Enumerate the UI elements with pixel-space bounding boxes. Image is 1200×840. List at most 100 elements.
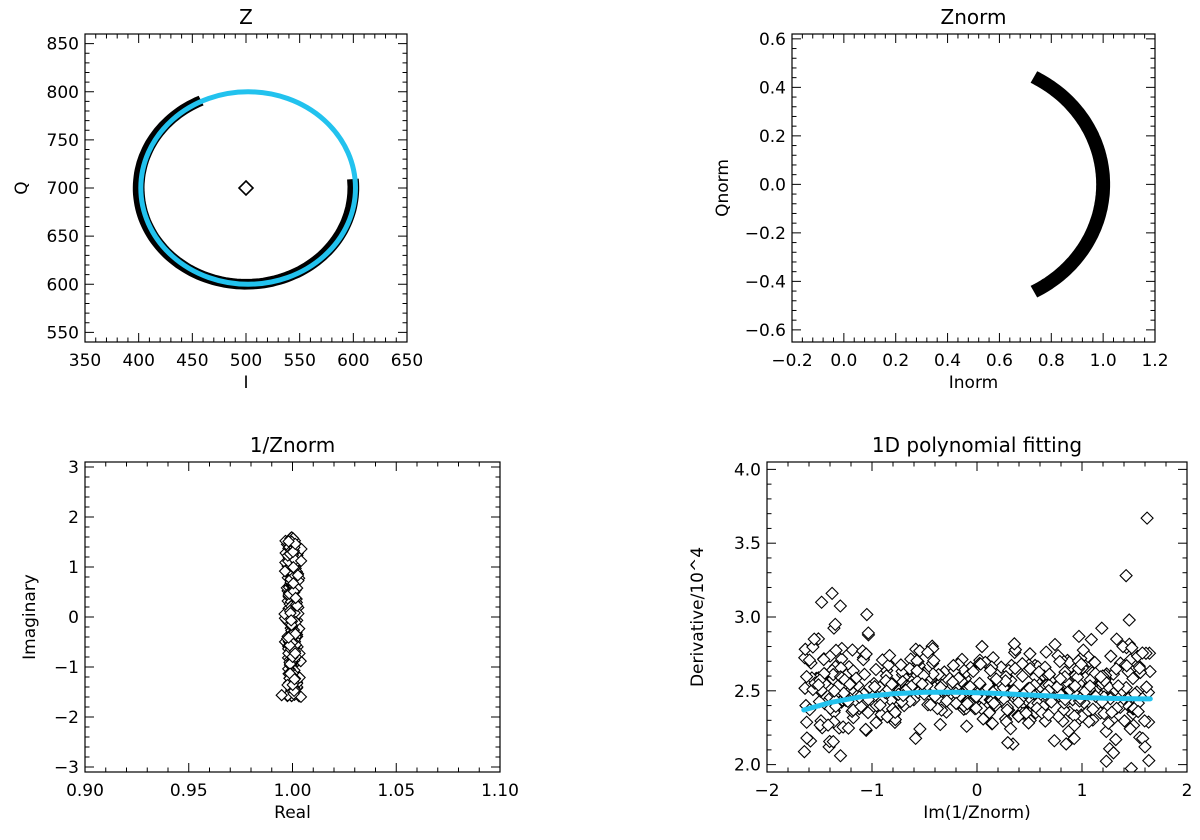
data-point <box>825 586 839 601</box>
data-point <box>826 734 841 749</box>
data-point <box>975 639 989 654</box>
x-tick-label: −1 <box>859 781 884 801</box>
y-tick-label: 2.0 <box>734 756 761 776</box>
data-point <box>1067 731 1081 746</box>
data-point <box>949 696 963 711</box>
chart-title: 1/Znorm <box>250 433 335 457</box>
y-tick-label: −0.4 <box>745 272 786 292</box>
data-point <box>1074 657 1088 672</box>
data-point <box>869 662 883 677</box>
data-point <box>1082 714 1096 729</box>
data-point <box>960 696 975 711</box>
data-point <box>1000 703 1015 717</box>
x-tick-label: 0.90 <box>66 781 104 801</box>
x-tick-label: 0.6 <box>986 351 1013 371</box>
x-tick-label: 0.2 <box>882 351 909 371</box>
data-point <box>282 535 295 548</box>
data-point <box>939 694 954 708</box>
fit-curve <box>801 689 1153 713</box>
data-point <box>1139 680 1154 694</box>
data-point <box>946 658 961 673</box>
data-point <box>841 721 856 735</box>
data-point <box>881 658 896 672</box>
data-point <box>1067 718 1082 733</box>
x-tick-label: 0.95 <box>170 781 208 801</box>
data-point <box>1041 708 1056 722</box>
data-point <box>969 701 983 716</box>
data-point <box>1143 664 1157 679</box>
center-marker <box>237 179 255 197</box>
data-point <box>927 653 941 668</box>
data-point <box>289 591 302 605</box>
data-point <box>1119 658 1134 673</box>
x-tick-label: −2 <box>754 781 779 801</box>
y-tick-label: 550 <box>47 323 79 343</box>
y-tick-label: 850 <box>47 35 79 55</box>
data-point <box>1015 669 1030 683</box>
data-point <box>1023 647 1037 661</box>
data-point <box>816 652 831 667</box>
data-point <box>884 677 899 692</box>
data-point <box>821 718 835 732</box>
y-axis-label: Imaginary <box>20 574 40 660</box>
y-axis-label: Q <box>12 181 32 194</box>
x-tick-label: 450 <box>176 351 208 371</box>
data-point <box>959 719 974 733</box>
data-point <box>972 676 987 691</box>
y-tick-label: 4.0 <box>734 460 761 480</box>
x-tick-label: 1.00 <box>274 781 312 801</box>
data-point <box>1117 714 1132 728</box>
data-point <box>861 626 876 640</box>
data-point <box>799 669 814 684</box>
data-point <box>1119 568 1133 583</box>
x-tick-label: 0.0 <box>830 351 857 371</box>
data-point <box>976 712 990 726</box>
data-point <box>1039 645 1053 659</box>
data-point <box>843 677 857 692</box>
plot-frame <box>791 33 1156 343</box>
y-tick-label: 3.0 <box>734 608 761 628</box>
data-point <box>910 663 924 678</box>
data-point <box>945 675 960 689</box>
data-point <box>1021 716 1036 730</box>
y-tick-label: 3.5 <box>734 534 761 554</box>
data-point <box>1068 679 1082 693</box>
data-point <box>1053 654 1067 669</box>
x-tick-label: 0 <box>972 781 983 801</box>
x-tick-label: −0.2 <box>771 351 812 371</box>
data-point <box>983 663 998 678</box>
data-point <box>291 568 305 582</box>
chart-title: 1D polynomial fitting <box>872 433 1082 457</box>
data-point <box>1122 613 1137 627</box>
y-tick-label: 1 <box>68 558 79 578</box>
data-point <box>933 717 948 732</box>
data-point <box>1011 695 1026 710</box>
y-tick-label: 0.2 <box>759 127 786 147</box>
data-point <box>1131 704 1145 719</box>
data-point <box>1048 637 1062 652</box>
data-point <box>985 716 1000 731</box>
data-point <box>811 678 826 692</box>
data-band <box>132 95 360 290</box>
data-point <box>1059 737 1073 751</box>
data-point <box>1019 706 1034 720</box>
data-point <box>1044 695 1059 709</box>
data-point <box>920 645 935 660</box>
data-point <box>913 722 927 736</box>
y-tick-label: 2 <box>68 508 79 528</box>
fit-circle <box>138 89 358 287</box>
data-point <box>1132 661 1147 675</box>
data-point <box>854 699 868 714</box>
x-axis-label: Im(1/Znorm) <box>923 803 1030 823</box>
data-point <box>860 607 874 622</box>
outlier-points <box>800 511 1154 763</box>
data-point <box>284 614 298 627</box>
y-tick-label: 700 <box>47 179 79 199</box>
data-band <box>1030 71 1111 298</box>
data-point <box>859 647 873 661</box>
x-axis-label: I <box>243 373 248 393</box>
chart-title: Znorm <box>941 5 1007 29</box>
data-point <box>989 672 1004 686</box>
data-point <box>1083 679 1097 693</box>
data-point <box>287 560 300 574</box>
